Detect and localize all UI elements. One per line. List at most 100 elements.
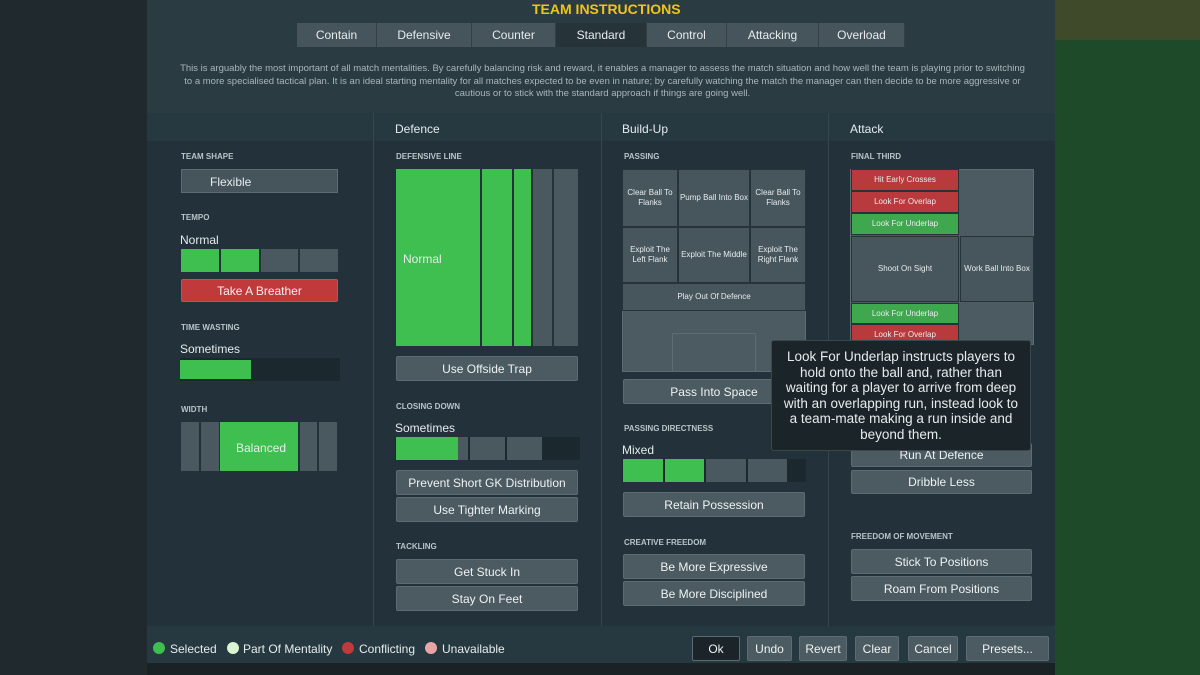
slider-fill [396,437,458,460]
button[interactable]: Prevent Short GK Distribution [396,470,578,495]
button[interactable]: Be More Expressive [623,554,805,579]
slider-value: Sometimes [395,421,456,435]
width-fill [220,422,298,471]
tempo-slider [260,249,299,272]
stripe [531,169,533,346]
slider-value: Normal [180,233,219,247]
pitch-zone[interactable]: Look For Underlap [851,303,959,324]
pitch-zone[interactable]: Play Out Of Defence [622,283,806,311]
button[interactable]: Ok [692,636,740,661]
directness-slider [623,459,663,482]
pitch-zone[interactable]: Exploit The Middle [678,227,750,283]
column-header: Defence [395,122,440,136]
pitch-zone[interactable]: Clear Ball To Flanks [750,169,806,227]
legend-label: Unavailable [442,642,505,656]
left-sidebar [0,0,147,675]
penalty-box [672,333,756,372]
button[interactable]: Use Tighter Marking [396,497,578,522]
pitch-zone[interactable]: Look For Underlap [851,213,959,235]
section-label: TACKLING [396,542,437,551]
button[interactable]: Stay On Feet [396,586,578,611]
pitch-zone[interactable]: Work Ball Into Box [960,236,1034,302]
dropdown[interactable] [181,169,338,193]
section-label: PASSING [624,152,660,161]
tab[interactable]: Control [647,23,727,47]
button[interactable]: Roam From Positions [851,576,1032,601]
section-label: DEFENSIVE LINE [396,152,462,161]
column-header: Attack [850,122,884,136]
slider-value: Normal [403,252,442,266]
closing-slider [470,437,505,460]
tab[interactable]: Defensive [377,23,472,47]
button[interactable]: Use Offside Trap [396,356,578,381]
legend-dot [153,642,165,654]
legend-dot [342,642,354,654]
width-slider [319,422,337,471]
slider-fill [180,360,251,379]
button[interactable]: Take A Breather [181,279,338,302]
section-label: TIME WASTING [181,323,240,332]
tab[interactable]: Contain [297,23,377,47]
directness-slider [747,459,787,482]
tab[interactable]: Attacking [727,23,819,47]
width-slider [200,422,219,471]
tab[interactable]: Counter [472,23,556,47]
dropdown-value: Flexible [210,175,252,189]
width-slider [299,422,318,471]
legend-label: Part Of Mentality [243,642,333,656]
column-divider [601,113,602,626]
button[interactable]: Stick To Positions [851,549,1032,574]
description: This is arguably the most important of a… [180,63,1025,99]
section-label: PASSING DIRECTNESS [624,424,714,433]
legend-label: Conflicting [359,642,416,656]
footer [147,626,1055,663]
width-slider [181,422,199,471]
section-label: WIDTH [181,405,208,414]
pitch-zone[interactable]: Hit Early Crosses [851,169,959,191]
tooltip: Look For Underlap instructs players to h… [771,340,1031,451]
button[interactable]: Get Stuck In [396,559,578,584]
directness-slider [706,459,746,482]
slider-value: Balanced [236,441,287,455]
top-right-bar [1055,0,1200,40]
slider-value: Sometimes [180,342,241,356]
section-label: FINAL THIRD [851,152,902,161]
button[interactable]: Cancel [908,636,958,661]
button[interactable]: Clear [855,636,899,661]
legend-dot [425,642,437,654]
stripe [512,169,514,346]
tempo-slider [181,249,219,272]
pitch-zone[interactable]: Exploit The Right Flank [750,227,806,283]
pitch-zone[interactable]: Pump Ball Into Box [678,169,750,227]
closing-slider [507,437,542,460]
pitch-zone[interactable]: Clear Ball To Flanks [622,169,678,227]
section-label: CREATIVE FREEDOM [624,538,707,547]
title: TEAM INSTRUCTIONS [532,1,681,17]
button[interactable]: Presets... [966,636,1049,661]
section-label: TEMPO [181,213,210,222]
button[interactable]: Revert [799,636,847,661]
pitch-zone[interactable]: Look For Overlap [851,191,959,213]
right-background [1055,0,1200,675]
button[interactable]: Retain Possession [623,492,805,517]
line-fill [396,169,532,346]
legend-label: Selected [170,642,217,656]
tab[interactable]: Overload [819,23,905,47]
stripe [480,169,482,346]
tab[interactable]: Standard [556,23,647,47]
section-label: TEAM SHAPE [181,152,234,161]
button[interactable]: Dribble Less [851,470,1032,494]
pitch-zone[interactable]: Shoot On Sight [851,236,959,302]
section-label: FREEDOM OF MOVEMENT [851,532,953,541]
button[interactable]: Undo [747,636,792,661]
column-header: Build-Up [622,122,669,136]
legend-dot [227,642,239,654]
slider-value: Mixed [622,443,655,457]
button[interactable]: Be More Disciplined [623,581,805,606]
column-divider [373,113,374,626]
section-label: CLOSING DOWN [396,402,460,411]
tempo-slider [300,249,338,272]
pitch-zone[interactable]: Exploit The Left Flank [622,227,678,283]
